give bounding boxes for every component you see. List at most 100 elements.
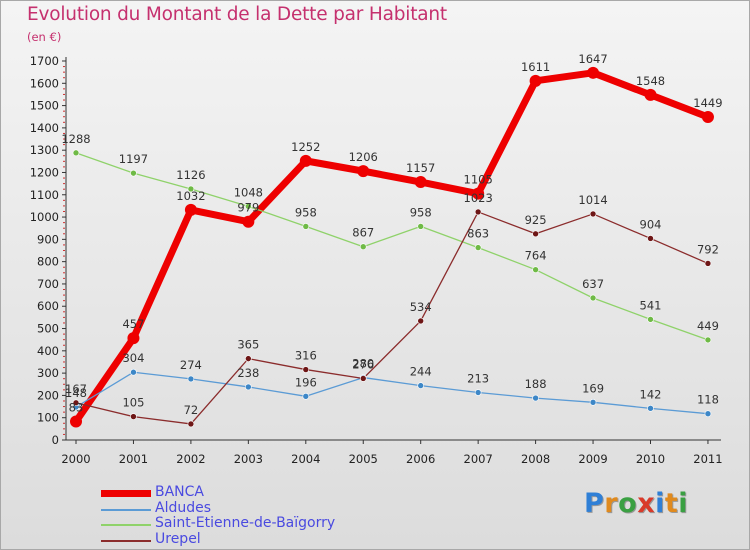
x-tick-label: 2011 (693, 452, 722, 466)
data-point (647, 316, 654, 323)
y-tick-label: 800 (37, 255, 59, 269)
y-tick-label: 1400 (30, 121, 59, 135)
y-minor-tick (63, 361, 65, 363)
data-label: 534 (410, 300, 432, 314)
legend-label: BANCA (155, 484, 205, 500)
data-point (474, 208, 482, 216)
y-minor-tick (63, 367, 65, 369)
y-minor-tick (63, 144, 65, 146)
data-point (417, 317, 425, 325)
y-tick-label: 1300 (30, 143, 59, 157)
data-label: 1126 (176, 168, 205, 182)
data-label: 904 (640, 217, 662, 231)
y-minor-tick (63, 277, 65, 279)
data-point (589, 399, 597, 406)
data-point (417, 223, 425, 230)
y-minor-tick (63, 138, 65, 140)
y-minor-tick (63, 316, 65, 318)
data-label: 958 (295, 205, 317, 219)
y-tick-label: 900 (37, 232, 59, 246)
data-label: 1048 (234, 185, 263, 199)
y-minor-tick (63, 378, 65, 380)
data-point (72, 399, 80, 407)
y-minor-tick (63, 311, 65, 313)
data-label: 238 (237, 366, 259, 380)
y-minor-tick (63, 88, 65, 90)
y-minor-tick (63, 300, 65, 302)
y-minor-tick (63, 93, 65, 95)
y-minor-tick (63, 322, 65, 324)
data-point (302, 366, 310, 373)
y-tick-label: 1500 (30, 99, 59, 113)
data-point (187, 185, 195, 193)
y-minor-tick (63, 400, 65, 402)
data-point (647, 235, 654, 242)
data-point (701, 110, 714, 123)
y-minor-tick (63, 177, 65, 179)
logo-letter: t (664, 488, 679, 519)
data-label: 958 (410, 205, 432, 219)
y-tick-label: 1700 (30, 54, 59, 68)
chart-title: Evolution du Montant de la Dette par Hab… (27, 4, 447, 25)
y-minor-tick (63, 205, 65, 207)
data-label: 274 (180, 358, 202, 372)
y-minor-tick (63, 244, 65, 246)
data-point (130, 413, 137, 420)
series-line (72, 69, 712, 425)
y-tick-label: 200 (37, 388, 59, 402)
data-label: 867 (352, 226, 374, 240)
data-point (245, 203, 252, 210)
data-point (130, 368, 137, 376)
data-point (704, 410, 712, 417)
y-minor-tick (63, 411, 65, 413)
legend-label: Urepel (155, 530, 201, 547)
data-label: 188 (525, 377, 547, 391)
y-minor-tick (63, 155, 65, 157)
data-label: 863 (467, 227, 489, 241)
data-point (474, 389, 482, 396)
data-label: 83 (69, 400, 84, 414)
data-label: 1105 (464, 173, 493, 187)
y-tick-label: 400 (37, 344, 59, 358)
data-point (245, 383, 252, 391)
data-label: 304 (122, 351, 144, 365)
x-tick-label: 2003 (234, 452, 263, 466)
y-minor-tick (63, 166, 65, 168)
data-point (302, 393, 310, 400)
y-minor-tick (63, 132, 65, 134)
data-label: 541 (640, 298, 662, 312)
y-minor-tick (63, 183, 65, 185)
data-label: 196 (295, 375, 317, 389)
y-minor-tick (63, 116, 65, 118)
logo-letter: i (678, 488, 689, 519)
y-minor-tick (63, 222, 65, 224)
logo-letter: i (655, 488, 665, 519)
x-tick-label: 2004 (291, 452, 320, 466)
y-minor-tick (63, 110, 65, 112)
data-label: 316 (295, 349, 317, 363)
y-minor-tick (63, 389, 65, 391)
data-point (529, 74, 542, 87)
data-label: 449 (697, 319, 719, 333)
legend-swatch (101, 524, 151, 526)
series-line (75, 371, 709, 415)
x-tick-label: 2000 (61, 452, 90, 466)
legend-swatch (101, 508, 151, 511)
data-point (587, 66, 600, 79)
data-point (130, 169, 137, 177)
data-label: 1157 (406, 161, 435, 175)
data-point (472, 187, 485, 200)
data-point (589, 294, 597, 302)
y-tick-label: 500 (37, 322, 59, 336)
data-point (187, 420, 195, 428)
chart-unit: (en €) (27, 30, 62, 44)
data-label: 167 (65, 382, 87, 396)
data-label: 1611 (521, 60, 550, 74)
x-tick-label: 2009 (578, 452, 607, 466)
data-point (647, 405, 654, 412)
data-label: 244 (410, 365, 432, 379)
legend-swatch (101, 490, 151, 497)
data-label: 764 (525, 249, 547, 263)
